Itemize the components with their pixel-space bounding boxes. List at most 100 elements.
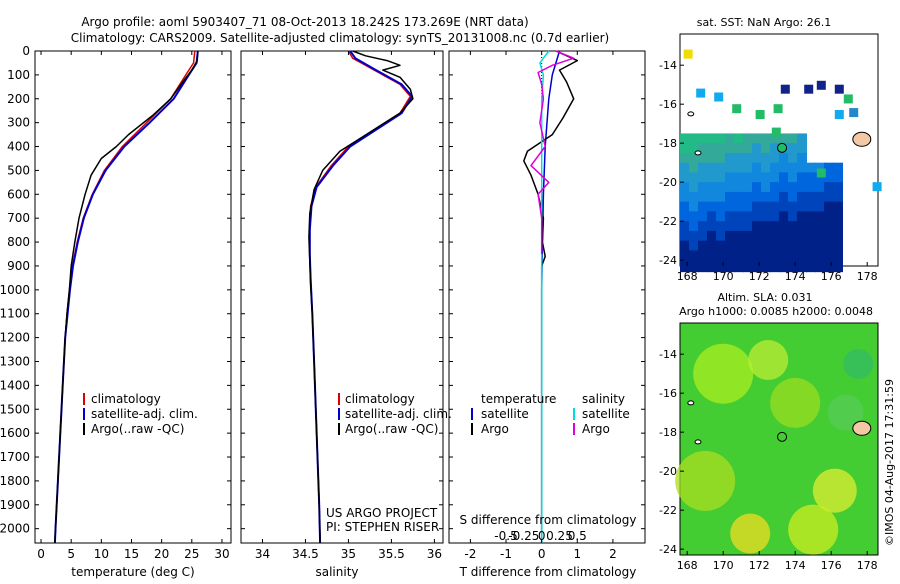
sst-cell: [716, 230, 726, 243]
sst-cell: [734, 162, 744, 175]
sst-lat-tick-label: -20: [659, 176, 677, 189]
sst-cell: [815, 221, 825, 234]
sst-cell: [716, 152, 726, 165]
depth-tick-label: 2000: [0, 522, 30, 536]
sla-map: 168 170 172 174 176 178 -14 -16 -18 -20 -22 -24: [659, 322, 879, 572]
sst-cell: [743, 191, 753, 204]
sst-cell: [698, 162, 708, 175]
sla-anomaly-blob: [730, 513, 771, 554]
sst-cell: [761, 133, 771, 146]
sst-cell: [770, 250, 780, 263]
sst-cell: [797, 152, 807, 165]
sst-cell: [743, 240, 753, 253]
sla-anomaly-blob: [812, 468, 857, 513]
sst-cell: [698, 230, 708, 243]
sal-series-argo-raw-qc: [308, 50, 414, 544]
depth-tick-label: 1500: [0, 402, 30, 416]
sst-cell: [732, 104, 742, 114]
sst-cell: [779, 201, 789, 214]
sst-cell: [788, 172, 798, 185]
sst-cell: [833, 260, 843, 273]
sst-cell: [797, 162, 807, 175]
imos-stamp: ©IMOS 04-Aug-2017 17:31:59: [883, 379, 896, 546]
sst-cell: [734, 211, 744, 224]
sst-cell: [752, 201, 762, 214]
sst-cell: [698, 221, 708, 234]
sst-cell: [725, 133, 735, 146]
sst-cell: [797, 250, 807, 263]
sla-anomaly-blob: [693, 343, 754, 404]
sst-cell: [716, 162, 726, 175]
sla-lat-tick-label: -16: [659, 387, 677, 400]
sst-cell: [725, 182, 735, 195]
sst-cell: [725, 250, 735, 263]
sst-cell: [833, 250, 843, 263]
s-difference-label: S difference from climatology: [460, 513, 637, 527]
sst-cell: [770, 133, 780, 146]
sst-cell: [824, 240, 834, 253]
sst-cell: [872, 182, 882, 192]
temp-xtick-label: 0: [37, 547, 45, 561]
sst-cell: [797, 240, 807, 253]
sst-cell: [834, 84, 844, 94]
salinity-panel-frame: [240, 50, 444, 544]
sst-cell: [716, 250, 726, 263]
sst-cell: [689, 172, 699, 185]
sst-cell: [824, 250, 834, 263]
sst-cell: [834, 110, 844, 120]
sst-cell: [761, 260, 771, 273]
pi-credit: PI: STEPHEN RISER: [326, 520, 439, 534]
sal-legend-climatology: climatology: [345, 392, 415, 406]
sst-cell: [752, 250, 762, 263]
sst-cell: [815, 211, 825, 224]
sst-cell: [788, 201, 798, 214]
sst-cell: [797, 211, 807, 224]
sst-cell: [734, 230, 744, 243]
sla-anomaly-blob: [788, 504, 839, 555]
sst-cell: [770, 230, 780, 243]
sst-cell: [734, 143, 744, 156]
sst-cell: [779, 162, 789, 175]
sst-cell: [788, 182, 798, 195]
sst-cell: [761, 143, 771, 156]
sst-cell: [680, 182, 690, 195]
sst-cell: [743, 260, 753, 273]
sst-cell: [698, 172, 708, 185]
sst-cell: [788, 162, 798, 175]
sst-cell: [824, 172, 834, 185]
diff-legend-temp-satellite: satellite: [481, 407, 529, 421]
sst-lat-tick-label: -22: [659, 215, 677, 228]
sst-map-title: sat. SST: NaN Argo: 26.1: [697, 16, 831, 29]
sst-cell: [680, 240, 690, 253]
sst-cell: [770, 172, 780, 185]
sst-cell: [816, 80, 826, 90]
sst-cell: [716, 221, 726, 234]
sst-cell: [707, 211, 717, 224]
sst-map: 168 170 172 174 176 178 -14 -16 -18 -20 -22 -24: [659, 33, 882, 283]
sst-cell: [725, 201, 735, 214]
sst-cell: [806, 162, 816, 175]
depth-tick-label: 1100: [0, 307, 30, 321]
sst-cell: [689, 133, 699, 146]
sst-island: [687, 111, 695, 117]
sst-lat-tick-label: -18: [659, 137, 677, 150]
sst-cell: [752, 191, 762, 204]
sst-cell: [752, 162, 762, 175]
sst-cell: [734, 260, 744, 273]
sst-cell: [797, 260, 807, 273]
sst-cell: [788, 221, 798, 234]
sst-cell: [752, 172, 762, 185]
sst-cell: [725, 143, 735, 156]
sst-cell: [680, 191, 690, 204]
sst-cell: [806, 182, 816, 195]
sst-cell: [689, 240, 699, 253]
sst-cell: [779, 211, 789, 224]
sst-cell: [779, 230, 789, 243]
sst-cell: [806, 211, 816, 224]
sst-cell: [770, 143, 780, 156]
sla-anomaly-blob: [770, 377, 821, 428]
sst-cell: [725, 230, 735, 243]
sst-cell: [707, 152, 717, 165]
sst-cell: [752, 230, 762, 243]
